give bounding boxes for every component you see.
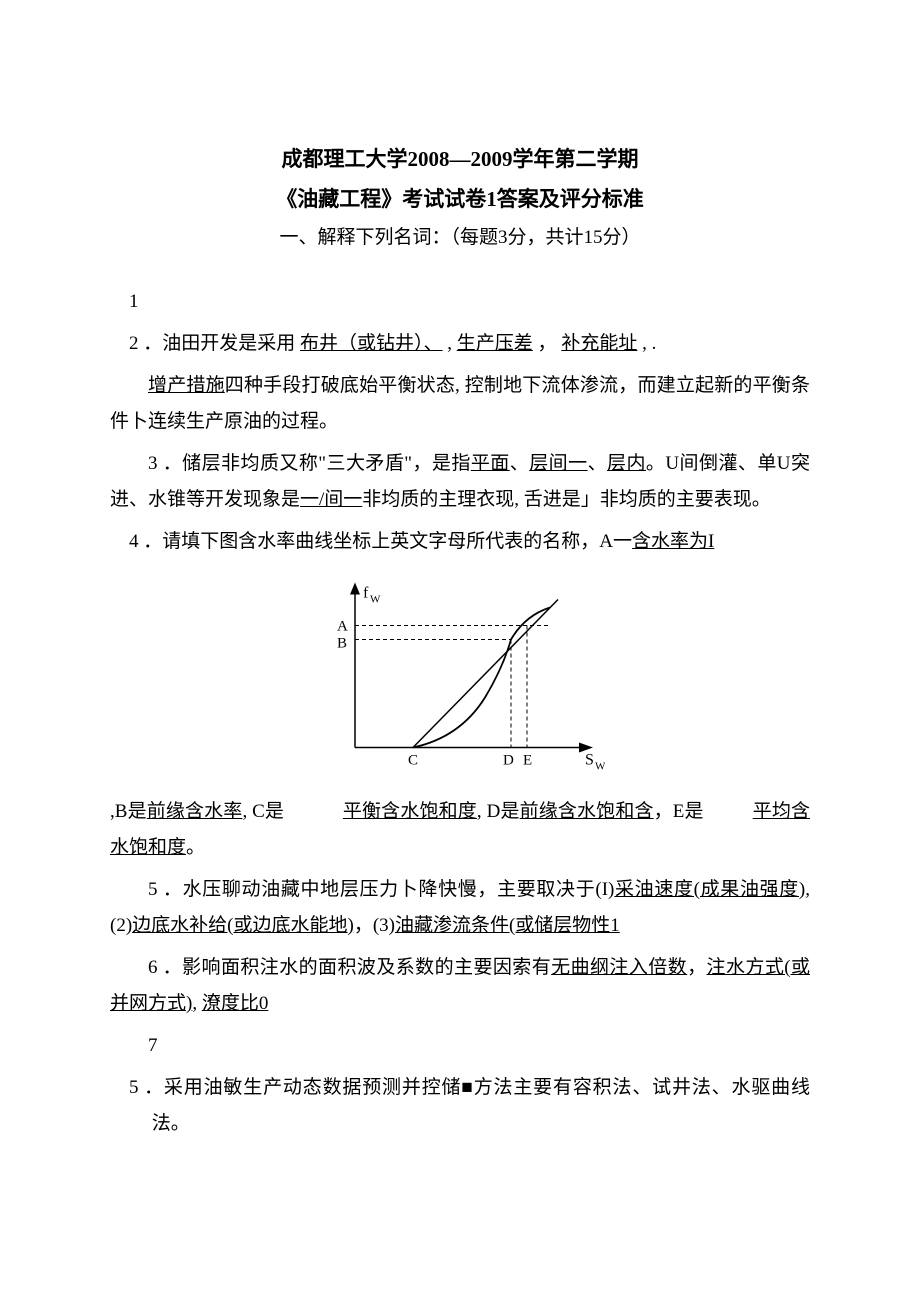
label-E: E bbox=[523, 752, 532, 768]
after-chart: ,B是前缘含水率, C是 平衡含水饱和度, D是前缘含水饱和含，E是 平均含水饱… bbox=[110, 794, 810, 866]
q2-blank-3: 补充能址 bbox=[561, 333, 637, 354]
y-axis-label: f bbox=[363, 584, 369, 601]
q5a-blank-1: 采油速度(成果油强度) bbox=[614, 879, 805, 900]
q3-blank-3: 层内 bbox=[607, 453, 646, 474]
q3-blank-2: 层间一 bbox=[529, 453, 587, 474]
q1-num: 1 bbox=[129, 291, 139, 312]
title-line-2: 《油藏工程》考试试卷1答案及评分标准 bbox=[110, 180, 810, 220]
label-C: C bbox=[408, 752, 418, 768]
title-line-1: 成都理工大学2008—2009学年第二学期 bbox=[110, 140, 810, 180]
q2-blank-1: 布井（或钻井）、 bbox=[300, 333, 443, 354]
q2-num: 2 bbox=[129, 333, 139, 354]
q4: 4 ．请填下图含水率曲线坐标上英文字母所代表的名称，A一含水率为I bbox=[110, 524, 810, 560]
q4-num: 4 bbox=[129, 531, 139, 552]
q5a-blank-2: 边底水补给(或边底水能地) bbox=[132, 915, 354, 936]
svg-text:W: W bbox=[370, 593, 381, 605]
ac-blank-1: 前缘含水率 bbox=[147, 801, 243, 822]
label-B: B bbox=[337, 635, 347, 651]
q6: 6 ．影响面积注水的面积波及系数的主要因索有无曲纲注入倍数，注水方式(或并网方式… bbox=[110, 950, 810, 1022]
x-axis-label: S bbox=[585, 751, 594, 768]
ac-blank-3: 前缘含水饱和含 bbox=[520, 801, 654, 822]
q1: 1 bbox=[110, 284, 810, 320]
q7: 7 bbox=[110, 1028, 810, 1064]
q2-line1: 2 ．油田开发是采用 布井（或钻井）、 , 生产压差 ， 补充能址 , . bbox=[110, 326, 810, 362]
q2-blank-2: 生产压差 bbox=[457, 333, 533, 354]
q2-blank-4: 增产措施 bbox=[148, 375, 225, 396]
q6-blank-1: 无曲纲注入倍数 bbox=[551, 957, 687, 978]
section-title: 一、解释下列名词：（每题3分，共计15分） bbox=[110, 220, 810, 256]
q3: 3 ．储层非均质又称"三大矛盾"，是指平面、层间一、层内。U间倒灌、单U突进、水… bbox=[110, 446, 810, 518]
q5b: 5 ．采用油敏生产动态数据预测并控储■方法主要有容积法、试井法、水驱曲线法。 bbox=[110, 1070, 810, 1142]
q5a-blank-3: 油藏渗流条件(或储层物性1 bbox=[395, 915, 620, 936]
q2-line2: 增产措施四种手段打破底始平衡状态, 控制地下流体渗流，而建立起新的平衡条件卜连续… bbox=[110, 368, 810, 440]
q7-num: 7 bbox=[148, 1035, 158, 1056]
q6-blank-3: 潦度比0 bbox=[202, 993, 269, 1014]
svg-text:W: W bbox=[595, 760, 605, 772]
water-cut-chart: f W S W A B C D E bbox=[110, 575, 810, 788]
q3-blank-4: 一/间一 bbox=[300, 489, 362, 510]
q3-blank-1: 平面 bbox=[471, 453, 510, 474]
ac-blank-2: 平衡含水饱和度 bbox=[343, 801, 477, 822]
q5a: 5 ．水压聊动油藏中地层压力卜降快慢，主要取决于(I)采油速度(成果油强度), … bbox=[110, 872, 810, 944]
label-D: D bbox=[503, 752, 514, 768]
label-A: A bbox=[337, 618, 348, 634]
q4-blank-1: 含水率为I bbox=[632, 531, 714, 552]
